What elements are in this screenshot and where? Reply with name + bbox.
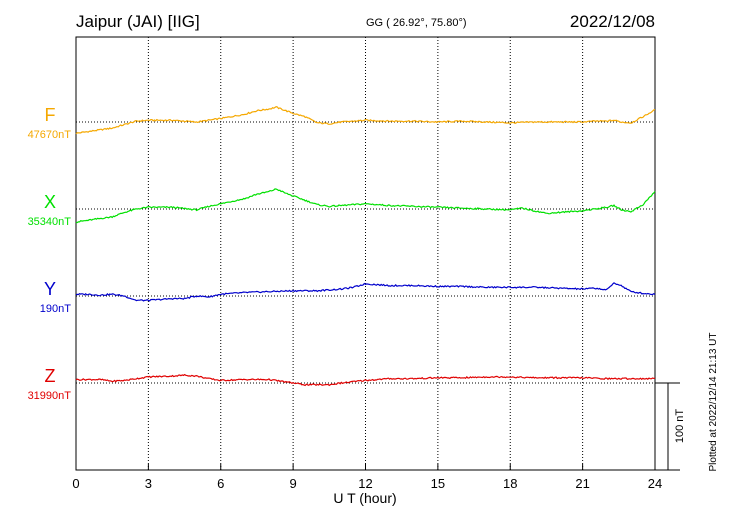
plotted-timestamp: Plotted at 2022/12/14 21:13 UT	[708, 333, 719, 472]
date-label: 2022/12/08	[570, 12, 655, 31]
series-baseline-z: 31990nT	[28, 390, 72, 402]
baseline-lines	[76, 121, 655, 384]
series-name-y: Y	[44, 279, 56, 299]
series-baseline-f: 47670nT	[28, 129, 72, 141]
grid-lines	[147, 37, 584, 470]
x-tick-label: 6	[217, 476, 224, 491]
series-line-f	[75, 106, 656, 135]
series-line-y	[75, 282, 656, 302]
series-labels: F 47670nT X 35340nT Y 190nT Z 31990nT	[28, 105, 72, 402]
x-tick-label: 12	[358, 476, 372, 491]
x-tick-label: 18	[503, 476, 517, 491]
x-axis-ticks: 0 3 6 9 12 15 18 21 24	[72, 464, 662, 491]
x-tick-label: 15	[431, 476, 445, 491]
series-line-x	[75, 188, 656, 224]
station-title: Jaipur (JAI) [IIG]	[76, 12, 200, 31]
x-tick-label: 21	[575, 476, 589, 491]
series-name-z: Z	[45, 366, 56, 386]
x-tick-label: 24	[648, 476, 662, 491]
coordinates-label: GG ( 26.92°, 75.80°)	[366, 17, 467, 29]
series-baseline-x: 35340nT	[28, 216, 72, 228]
series-name-x: X	[44, 192, 56, 212]
series-lines	[75, 106, 656, 387]
x-tick-label: 3	[145, 476, 152, 491]
scale-bar: 100 nT	[655, 382, 686, 471]
x-tick-label: 9	[290, 476, 297, 491]
series-name-f: F	[45, 105, 56, 125]
x-tick-label: 0	[72, 476, 79, 491]
scale-bar-label: 100 nT	[674, 409, 686, 444]
x-axis-label: U T (hour)	[333, 490, 396, 506]
series-line-z	[75, 373, 656, 387]
series-baseline-y: 190nT	[40, 303, 71, 315]
